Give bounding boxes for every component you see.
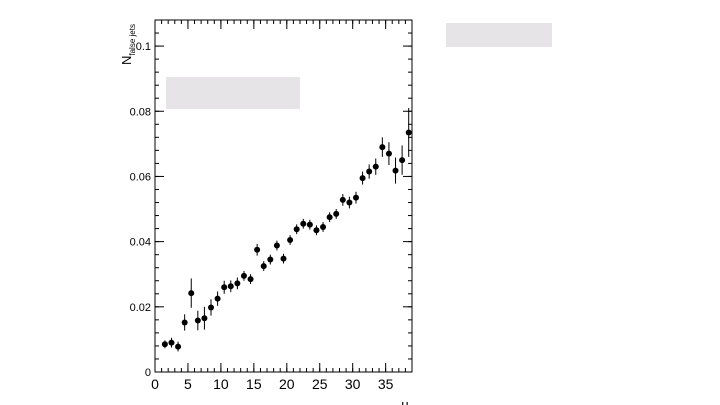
data-point [221,284,228,291]
plot-frame [154,19,413,373]
data-point [214,295,221,302]
data-point [227,283,234,290]
y-tick-labels: 0 0.02 0.04 0.06 0.08 0.1 [130,41,151,379]
data-point [326,214,333,221]
x-tick-labels: 0 5 10 15 20 25 30 35 [151,376,394,392]
data-point [194,317,201,324]
data-point [168,339,175,346]
x-tick-label: 25 [312,376,328,392]
y-axis-label-main: N [119,56,134,65]
legend-box-redacted [166,77,300,109]
data-point [399,157,406,164]
x-tick-label: 5 [184,376,192,392]
y-tick-label: 0.06 [130,171,151,183]
data-points [161,129,412,350]
data-point [320,223,327,230]
data-point [339,196,346,203]
data-point [372,163,379,170]
data-point [181,319,188,326]
data-point [359,175,366,182]
data-point [240,272,247,279]
error-bars [164,108,410,352]
x-tick-label: 10 [213,376,229,392]
data-point [260,263,267,270]
x-axis-label: μ [401,397,409,405]
data-point [333,210,340,217]
data-point [287,237,294,243]
label-box-redacted [446,23,552,47]
data-point [379,144,386,151]
data-point [188,290,195,297]
y-tick-label: 0.02 [130,302,151,314]
x-tick-label: 15 [246,376,262,392]
data-point [280,255,287,262]
data-point [293,226,300,233]
data-point [352,194,359,201]
data-point [175,343,182,350]
data-point [313,227,320,234]
data-point [385,150,392,157]
y-minor-ticks [155,19,412,373]
y-tick-label: 0 [145,367,151,379]
x-major-ticks [154,20,387,372]
x-tick-label: 30 [345,376,361,392]
y-axis-label-subscript: false jets [128,24,137,56]
data-point [161,341,168,348]
data-point [247,276,254,283]
data-point [366,168,373,175]
data-point [201,315,208,322]
y-tick-label: 0.1 [136,41,151,53]
data-point [234,280,241,287]
x-tick-label: 20 [279,376,295,392]
x-minor-ticks [154,20,413,372]
data-point [346,199,353,206]
data-point [273,242,280,249]
x-tick-label: 0 [151,376,159,392]
y-tick-label: 0.04 [130,237,151,249]
data-point [405,129,412,136]
data-point [267,256,274,263]
data-point [254,246,261,253]
x-tick-label: 35 [378,376,394,392]
data-point [392,167,399,174]
data-point [300,220,307,227]
data-point [306,221,313,228]
y-tick-label: 0.08 [130,106,151,118]
y-axis-label: Nfalse jets [119,24,137,65]
data-point [208,304,215,311]
